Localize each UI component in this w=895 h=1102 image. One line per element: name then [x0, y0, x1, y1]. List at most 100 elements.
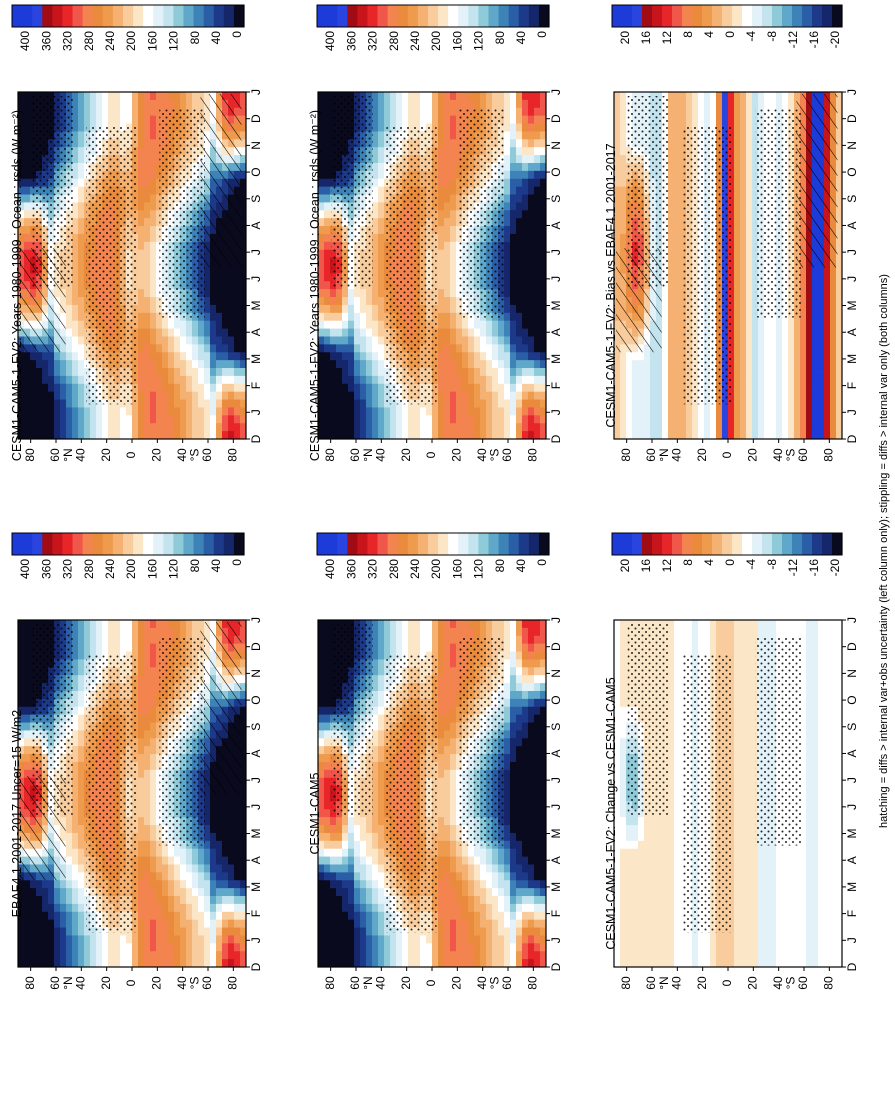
heatmap-cell — [210, 801, 217, 810]
heatmap-cell — [450, 115, 457, 125]
heatmap-cell — [66, 911, 73, 921]
heatmap-cell — [318, 320, 325, 330]
heatmap-cell — [534, 241, 541, 251]
heatmap-cell — [156, 777, 163, 787]
heatmap-cell — [366, 336, 373, 345]
heatmap-cell — [108, 620, 115, 629]
heatmap-cell — [18, 407, 25, 416]
heatmap-cell — [324, 336, 331, 345]
heatmap-cell — [66, 368, 73, 377]
heatmap-cell — [372, 297, 379, 306]
heatmap-cell — [348, 407, 355, 416]
heatmap-cell — [30, 391, 37, 401]
heatmap-cell — [36, 911, 43, 921]
heatmap-cell — [54, 368, 61, 377]
heatmap-cell — [162, 959, 169, 968]
heatmap-cell — [396, 107, 403, 117]
heatmap-cell — [216, 415, 223, 424]
colorbar-tick-label: 160 — [145, 559, 159, 579]
heatmap-cell — [540, 178, 547, 188]
heatmap-cell — [84, 115, 91, 125]
heatmap-cell — [456, 375, 463, 385]
heatmap-cell — [444, 281, 451, 290]
heatmap-cell — [456, 257, 463, 266]
heatmap-cell — [78, 123, 85, 132]
heatmap-cell — [498, 375, 505, 385]
heatmap-cell — [354, 320, 361, 330]
heatmap-cell — [108, 99, 115, 109]
heatmap-cell — [30, 896, 37, 905]
heatmap-cell — [366, 312, 373, 322]
heatmap-cell — [72, 265, 79, 274]
colorbar-swatch — [377, 5, 389, 27]
heatmap-cell — [78, 761, 85, 771]
heatmap-cell — [366, 352, 373, 361]
heatmap-cell — [66, 817, 73, 826]
heatmap-cell — [456, 202, 463, 211]
heatmap-cell — [48, 375, 55, 385]
heatmap-cell — [84, 99, 91, 109]
heatmap-cell — [162, 848, 169, 858]
heatmap-cell — [396, 115, 403, 125]
heatmap-cell — [144, 155, 151, 164]
heatmap-cell — [324, 281, 331, 290]
heatmap-cell — [96, 415, 103, 424]
heatmap-cell — [528, 226, 535, 235]
colorbar-tick-label: 400 — [18, 559, 32, 579]
heatmap-cell — [360, 352, 367, 361]
heatmap-cell — [234, 328, 241, 337]
heatmap-cell — [234, 281, 241, 290]
heatmap-cell — [534, 92, 541, 101]
heatmap-cell — [90, 627, 97, 637]
heatmap-cell — [156, 769, 163, 779]
heatmap-cell — [42, 943, 49, 952]
heatmap-cell — [150, 218, 157, 227]
heatmap-cell — [504, 368, 511, 377]
heatmap-cell — [336, 407, 343, 416]
heatmap-cell — [132, 643, 139, 653]
heatmap-cell — [330, 328, 337, 337]
heatmap-cell — [504, 233, 511, 243]
heatmap-cell — [516, 210, 523, 219]
heatmap-cell — [66, 864, 73, 873]
heatmap-cell — [516, 368, 523, 377]
heatmap-cell — [108, 423, 115, 432]
heatmap-cell — [18, 919, 25, 929]
heatmap-cell — [42, 927, 49, 936]
heatmap-cell — [102, 407, 109, 416]
heatmap-cell — [456, 131, 463, 140]
heatmap-cell — [114, 627, 121, 637]
heatmap-cell — [324, 423, 331, 432]
colorbar-tick-label: 360 — [39, 31, 53, 51]
heatmap-cell — [18, 959, 25, 968]
heatmap-cell — [144, 675, 151, 684]
heatmap-cell — [414, 423, 421, 432]
heatmap-cell — [492, 360, 499, 369]
heatmap-cell — [174, 360, 181, 369]
heatmap-cell — [324, 249, 331, 259]
heatmap-cell — [168, 336, 175, 345]
heatmap-cell — [498, 423, 505, 432]
heatmap-cell — [348, 360, 355, 369]
heatmap-cell — [198, 383, 205, 393]
heatmap-cell — [324, 186, 331, 196]
heatmap-cell — [522, 415, 529, 424]
heatmap-cell — [420, 107, 427, 117]
heatmap-cell — [30, 919, 37, 929]
heatmap-cell — [504, 139, 511, 148]
heatmap-cell — [24, 375, 31, 385]
heatmap-cell — [162, 903, 169, 913]
heatmap-cell — [522, 399, 529, 408]
heatmap-cell — [138, 896, 145, 905]
heatmap-cell — [18, 107, 25, 117]
heatmap-cell — [156, 273, 163, 282]
heatmap-cell — [204, 817, 211, 826]
heatmap-cell — [144, 722, 151, 731]
heatmap-cell — [498, 352, 505, 361]
heatmap-cell — [144, 131, 151, 140]
colorbar-swatch — [72, 5, 84, 27]
heatmap-cell — [534, 249, 541, 259]
heatmap-cell — [360, 383, 367, 393]
heatmap-cell — [42, 935, 49, 944]
heatmap-cell — [78, 935, 85, 944]
